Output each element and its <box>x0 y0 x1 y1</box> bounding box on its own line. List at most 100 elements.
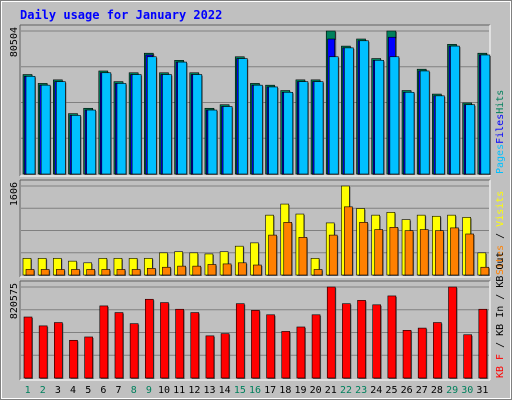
bar-kb-f <box>235 303 245 379</box>
x-tick-label: 12 <box>188 385 200 396</box>
bar-sites <box>359 222 368 276</box>
bar-pages <box>389 56 400 175</box>
x-tick-label: 28 <box>431 385 443 396</box>
bar-sites <box>56 269 65 276</box>
bar-kb-f <box>99 305 109 379</box>
bar-sites <box>162 266 171 276</box>
bar-kb-f <box>38 325 48 379</box>
bar-pages <box>298 81 309 175</box>
bar-kb-f <box>296 326 306 379</box>
bar-pages <box>344 47 354 175</box>
bar-pages <box>56 81 66 175</box>
legend-entry: / <box>495 227 506 245</box>
bar-pages <box>359 40 369 175</box>
bar-pages <box>283 91 294 175</box>
bar-sites <box>192 265 202 276</box>
bar-sites <box>25 269 35 276</box>
bar-sites <box>374 229 384 276</box>
bar-sites <box>253 264 262 276</box>
bar-kb-f <box>114 312 124 379</box>
panel-side-legend: PagesFilesHits <box>495 90 506 174</box>
x-tick-label: 16 <box>249 385 261 396</box>
bar-sites <box>207 264 217 276</box>
bar-kb-f <box>266 314 275 379</box>
x-tick-label: 14 <box>219 385 231 396</box>
bar-kb-f <box>160 302 169 379</box>
panel-side-legend: Sites / Visits <box>495 191 506 275</box>
x-tick-label: 2 <box>40 385 46 396</box>
bar-kb-f <box>387 295 397 379</box>
panel-max-label: 80504 <box>9 27 20 57</box>
x-tick-label: 3 <box>55 385 61 396</box>
bar-sites <box>419 229 429 276</box>
bar-kb-f <box>478 308 488 379</box>
bar-pages <box>162 74 172 175</box>
bar-sites <box>328 234 338 276</box>
x-tick-label: 23 <box>355 385 367 396</box>
bar-pages <box>222 106 233 175</box>
bar-kb-f <box>433 322 442 379</box>
bar-kb-f <box>357 300 366 379</box>
x-tick-label: 27 <box>416 385 428 396</box>
bar-pages <box>268 86 278 175</box>
bar-kb-f <box>448 286 457 379</box>
bar-pages <box>435 95 445 175</box>
bar-sites <box>404 230 414 276</box>
x-tick-label: 26 <box>401 385 413 396</box>
bar-pages <box>404 91 415 175</box>
panel-hits-files-pages: 80504 PagesFilesHits <box>9 24 506 177</box>
bar-sites <box>465 233 474 276</box>
bar-kb-f <box>175 308 184 379</box>
x-tick-label: 31 <box>476 385 488 396</box>
panel-max-label: 1606 <box>9 182 20 206</box>
bar-sites <box>131 269 141 276</box>
bar-kb-f <box>326 286 336 379</box>
x-tick-label: 4 <box>70 385 76 396</box>
bar-sites <box>298 237 308 276</box>
x-tick-label: 25 <box>385 385 397 396</box>
bar-sites <box>86 269 95 276</box>
legend-entry: / <box>495 336 506 354</box>
bar-pages <box>25 76 36 175</box>
legend-entry: KB F <box>495 354 506 378</box>
bar-sites <box>283 222 293 276</box>
bar-sites <box>313 269 323 276</box>
legend-entry: Hits <box>495 90 506 114</box>
bar-kb-f <box>402 330 412 379</box>
x-tick-label: 30 <box>461 385 473 396</box>
bar-kb-f <box>190 312 200 379</box>
chart-title: Daily usage for January 2022 <box>20 8 222 22</box>
bar-kb-f <box>281 331 291 379</box>
bar-sites <box>177 265 186 276</box>
bar-kb-f <box>205 335 215 379</box>
bar-pages <box>207 109 218 175</box>
bar-sites <box>480 266 490 276</box>
bar-sites <box>40 269 50 276</box>
bar-sites <box>450 227 459 276</box>
bar-pages <box>450 45 460 175</box>
bar-kb-f <box>251 310 260 379</box>
bar-kb-f <box>144 298 154 379</box>
x-tick-label: 9 <box>146 385 152 396</box>
bar-pages <box>146 56 157 175</box>
legend-entry: Sites <box>495 245 506 275</box>
bar-pages <box>177 61 187 175</box>
bar-pages <box>313 81 324 175</box>
bar-pages <box>480 54 491 175</box>
legend-entry: / <box>495 288 506 306</box>
bar-kb-f <box>311 314 321 379</box>
bar-kb-f <box>54 322 63 379</box>
x-tick-label: 21 <box>325 385 337 396</box>
panel-max-label: 820575 <box>9 283 20 319</box>
bar-sites <box>116 269 126 276</box>
panel-visits-sites: 1606 Sites / Visits <box>9 179 506 278</box>
legend-entry: KB In <box>495 306 506 336</box>
x-tick-label: 17 <box>264 385 276 396</box>
x-tick-label: 29 <box>446 385 458 396</box>
bar-sites <box>101 269 111 276</box>
bar-sites <box>71 269 80 276</box>
bar-pages <box>328 56 339 175</box>
